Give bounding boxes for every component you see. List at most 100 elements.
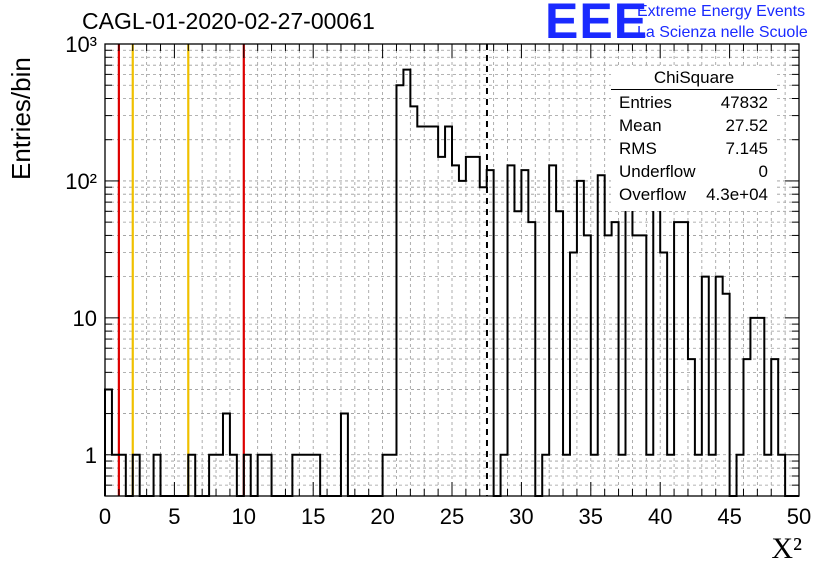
histogram-bin: [223, 414, 230, 496]
histogram-bin: [688, 359, 695, 496]
histogram-bin: [716, 277, 723, 496]
histogram-bin: [626, 175, 633, 496]
x-tick-label: 10: [232, 504, 256, 529]
x-tick-label: 0: [99, 504, 111, 529]
histogram-bin: [723, 294, 730, 496]
histogram-bin: [750, 318, 757, 496]
histogram-bin: [438, 157, 445, 496]
statistics-box: ChiSquare Entries 47832 Mean 27.52 RMS 7…: [611, 66, 777, 211]
histogram-bin: [764, 455, 771, 496]
histogram-bin: [105, 389, 112, 496]
histogram-bin: [528, 222, 535, 496]
x-tick-label: 20: [370, 504, 394, 529]
histogram-bin: [563, 455, 570, 496]
histogram-bin: [119, 455, 126, 496]
stat-row-underflow: Underflow 0: [619, 162, 768, 184]
y-tick-label: 10²: [65, 169, 97, 194]
histogram-bin: [653, 187, 660, 496]
histogram-bin: [646, 455, 653, 496]
stat-label: Underflow: [619, 162, 696, 181]
stat-row-entries: Entries 47832: [619, 93, 768, 115]
histogram-bin: [480, 187, 487, 496]
histogram-bin: [459, 181, 466, 496]
x-tick-label: 25: [440, 504, 464, 529]
histogram-bin: [570, 253, 577, 496]
stat-value: 27.52: [725, 116, 768, 135]
histogram-bin: [258, 455, 265, 496]
histogram-bin: [584, 235, 591, 496]
histogram-bin: [431, 126, 438, 496]
histogram-bin: [514, 211, 521, 496]
histogram-bin: [598, 175, 605, 496]
x-tick-label: 35: [579, 504, 603, 529]
histogram-bin: [591, 455, 598, 496]
histogram-bin: [299, 455, 306, 496]
y-tick-label: 1: [85, 443, 97, 468]
histogram-bin: [709, 455, 716, 496]
histogram-bin: [188, 455, 195, 496]
histogram-bin: [410, 106, 417, 496]
histogram-bars: [104, 68, 799, 497]
histogram-bin: [424, 126, 431, 496]
histogram-bin: [417, 126, 424, 496]
histogram-bin: [445, 126, 452, 496]
histogram-bin: [396, 85, 403, 496]
histogram-bin: [244, 455, 251, 496]
histogram-bin: [230, 455, 237, 496]
histogram-bin: [639, 235, 646, 496]
x-tick-label: 50: [787, 504, 811, 529]
x-tick-label: 40: [648, 504, 672, 529]
histogram-bin: [306, 455, 313, 496]
x-tick-label: 5: [168, 504, 180, 529]
stat-value: 0: [758, 162, 768, 181]
stat-label: Overflow: [619, 185, 687, 204]
histogram-bin: [390, 455, 397, 496]
stats-title: ChiSquare: [653, 68, 735, 87]
reference-lines: [117, 44, 488, 496]
histogram-bin: [577, 181, 584, 496]
histogram-bin: [737, 455, 744, 496]
stat-label: Mean: [619, 116, 662, 135]
histogram-bin: [674, 222, 681, 496]
histogram-outline: [104, 68, 799, 497]
histogram-bin: [473, 157, 480, 496]
histogram-bin: [695, 455, 702, 496]
histogram-bin: [778, 455, 785, 496]
histogram-bin: [154, 455, 161, 496]
stat-row-rms: RMS 7.145: [619, 139, 768, 161]
histogram-bin: [265, 455, 272, 496]
chart-title: CAGL-01-2020-02-27-00061: [82, 8, 375, 34]
histogram-bin: [403, 70, 410, 496]
histogram-bin: [660, 253, 667, 496]
histogram-bin: [757, 318, 764, 496]
histogram-bin: [556, 211, 563, 496]
y-axis-label: Entries/bin: [6, 57, 36, 180]
logo-line-1: Extreme Energy Events: [637, 3, 806, 20]
stat-row-mean: Mean 27.52: [619, 116, 768, 138]
x-axis-label: X²: [771, 532, 802, 565]
histogram-bin: [619, 455, 626, 496]
stat-value: 7.145: [725, 139, 768, 158]
histogram-bin: [667, 455, 674, 496]
histogram-bin: [292, 455, 299, 496]
histogram-bin: [771, 359, 778, 496]
histogram-bin: [743, 359, 750, 496]
histogram-bin: [466, 157, 473, 496]
histogram-bin: [681, 222, 688, 496]
histogram-bin: [542, 455, 549, 496]
histogram-bin: [452, 165, 459, 496]
histogram-bin: [487, 170, 494, 496]
stat-value: 47832: [720, 93, 768, 112]
x-tick-label: 45: [717, 504, 741, 529]
logo-mark: EEE: [545, 0, 649, 49]
stat-label: Entries: [619, 93, 672, 112]
histogram-bin: [702, 277, 709, 496]
y-tick-label: 10³: [65, 32, 97, 57]
stats-divider: [611, 89, 777, 90]
y-tick-label: 10: [73, 306, 97, 331]
histogram-bin: [313, 455, 320, 496]
histogram-bin: [501, 455, 508, 496]
histogram-bin: [112, 455, 119, 496]
x-tick-label: 30: [509, 504, 533, 529]
histogram-bin: [383, 455, 390, 496]
